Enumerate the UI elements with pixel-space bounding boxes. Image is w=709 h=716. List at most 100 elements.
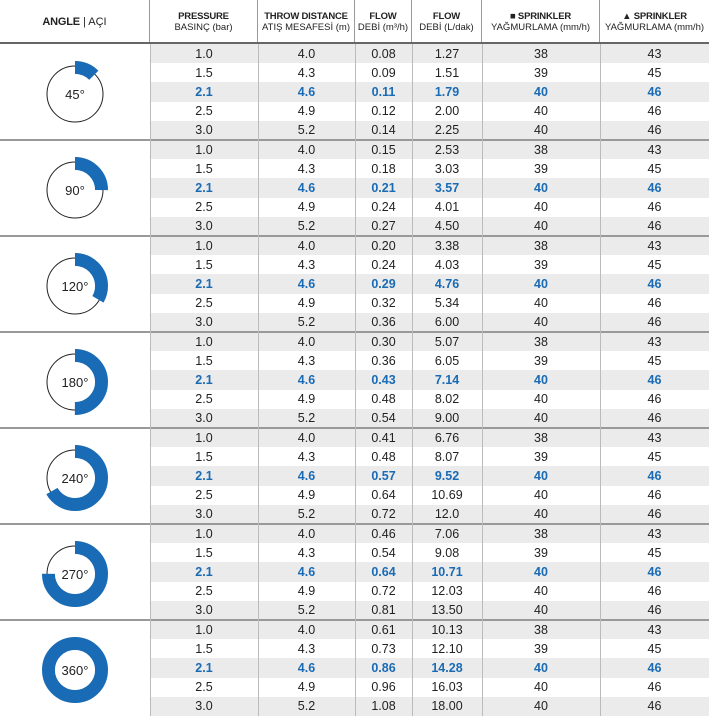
row-background <box>150 274 709 294</box>
table-cell: 40 <box>534 468 548 483</box>
table-cell: 45 <box>647 65 662 80</box>
table-cell: 40 <box>534 488 548 503</box>
table-cell: 4.6 <box>297 84 316 99</box>
group-separator <box>0 331 709 333</box>
table-cell: 4.0 <box>297 46 316 61</box>
table-cell: 39 <box>534 545 548 560</box>
row-background <box>150 658 709 678</box>
table-cell: 43 <box>647 430 662 445</box>
table-cell: 45 <box>647 257 662 272</box>
table-cell: 0.08 <box>371 46 396 61</box>
table-cell: 38 <box>534 430 548 445</box>
table-cell: 4.0 <box>297 142 316 157</box>
table-cell: 1.5 <box>195 257 213 272</box>
table-cell: 46 <box>647 392 662 407</box>
row-background <box>150 332 709 352</box>
table-cell: 40 <box>534 603 548 618</box>
table-cell: 0.54 <box>371 545 396 560</box>
table-cell: 0.21 <box>371 180 396 195</box>
table-cell: 0.32 <box>371 296 396 311</box>
table-cell: 4.6 <box>297 372 316 387</box>
table-cell: 46 <box>647 315 662 330</box>
row-background <box>150 178 709 198</box>
header-line1: FLOW <box>369 11 397 22</box>
table-cell: 2.5 <box>195 680 213 695</box>
table-cell: 1.0 <box>195 334 213 349</box>
angle-icon: 45° <box>42 61 108 127</box>
table-cell: 45 <box>647 545 662 560</box>
row-background <box>150 504 709 524</box>
table-cell: 3.0 <box>195 507 213 522</box>
table-cell: 4.9 <box>297 488 316 503</box>
table-cell: 40 <box>534 411 548 426</box>
header-line2: ATIŞ MESAFESİ (m) <box>262 22 350 33</box>
table-cell: 39 <box>534 161 548 176</box>
table-cell: 0.15 <box>371 142 396 157</box>
table-cell: 1.0 <box>195 526 213 541</box>
icon-arc <box>42 349 108 415</box>
table-cell: 40 <box>534 680 548 695</box>
angle-header: ANGLE | AÇI <box>0 0 150 44</box>
table-cell: 4.9 <box>297 680 316 695</box>
table-cell: 0.46 <box>371 526 396 541</box>
table-cell: 3.0 <box>195 603 213 618</box>
table-cell: 43 <box>647 238 662 253</box>
row-background <box>150 524 709 544</box>
table-cell: 39 <box>534 641 548 656</box>
angle-icon: 270° <box>42 541 108 607</box>
table-cell: 13.50 <box>431 603 463 618</box>
table-cell: 3.57 <box>434 180 460 195</box>
table-cell: 4.9 <box>297 296 316 311</box>
column-header: ▲ SPRINKLER YAĞMURLAMA (mm/h) <box>600 0 709 44</box>
table-cell: 4.6 <box>297 468 316 483</box>
angle-icon: 180° <box>42 349 108 415</box>
table-cell: 1.0 <box>195 46 213 61</box>
table-cell: 5.2 <box>297 603 316 618</box>
table-cell: 4.3 <box>297 353 316 368</box>
angle-label: 90° <box>65 183 85 198</box>
header-line1: ▲ SPRINKLER <box>622 11 687 22</box>
table-cell: 40 <box>534 584 548 599</box>
column-separator <box>412 44 413 716</box>
table-cell: 46 <box>647 200 662 215</box>
table-cell: 46 <box>647 372 662 387</box>
table-cell: 46 <box>647 564 662 579</box>
table-cell: 1.08 <box>371 699 396 714</box>
table-cell: 0.11 <box>371 84 396 99</box>
table-cell: 4.6 <box>297 180 316 195</box>
table-cell: 5.2 <box>297 699 316 714</box>
table-cell: 4.3 <box>297 65 316 80</box>
angle-header-bold: ANGLE <box>42 15 80 28</box>
angle-label: 240° <box>62 471 89 486</box>
table-cell: 4.0 <box>297 622 316 637</box>
table-cell: 1.5 <box>195 449 213 464</box>
table-cell: 5.2 <box>297 315 316 330</box>
angle-icon: 360° <box>42 637 108 703</box>
table-cell: 2.25 <box>434 123 460 138</box>
table-cell: 4.76 <box>434 276 460 291</box>
table-cell: 38 <box>534 526 548 541</box>
header-line2: BASINÇ (bar) <box>174 22 233 33</box>
table-cell: 39 <box>534 257 548 272</box>
table-cell: 5.2 <box>297 219 316 234</box>
table-cell: 7.06 <box>434 526 460 541</box>
column-separator <box>355 44 356 716</box>
column-header: THROW DISTANCE ATIŞ MESAFESİ (m) <box>258 0 355 44</box>
row-background <box>150 216 709 236</box>
table-cell: 43 <box>647 526 662 541</box>
table-cell: 46 <box>647 603 662 618</box>
angle-label: 120° <box>62 279 89 294</box>
table-cell: 4.3 <box>297 257 316 272</box>
table-cell: 0.18 <box>371 161 396 176</box>
table-cell: 40 <box>534 104 548 119</box>
table-cell: 2.53 <box>434 142 460 157</box>
table-cell: 1.5 <box>195 353 213 368</box>
table-cell: 4.0 <box>297 334 316 349</box>
row-background <box>150 82 709 102</box>
table-cell: 2.1 <box>195 564 213 579</box>
table-cell: 2.1 <box>195 84 213 99</box>
table-cell: 46 <box>647 660 662 675</box>
table-cell: 0.29 <box>371 276 396 291</box>
row-background <box>150 466 709 486</box>
table-cell: 2.1 <box>195 372 213 387</box>
